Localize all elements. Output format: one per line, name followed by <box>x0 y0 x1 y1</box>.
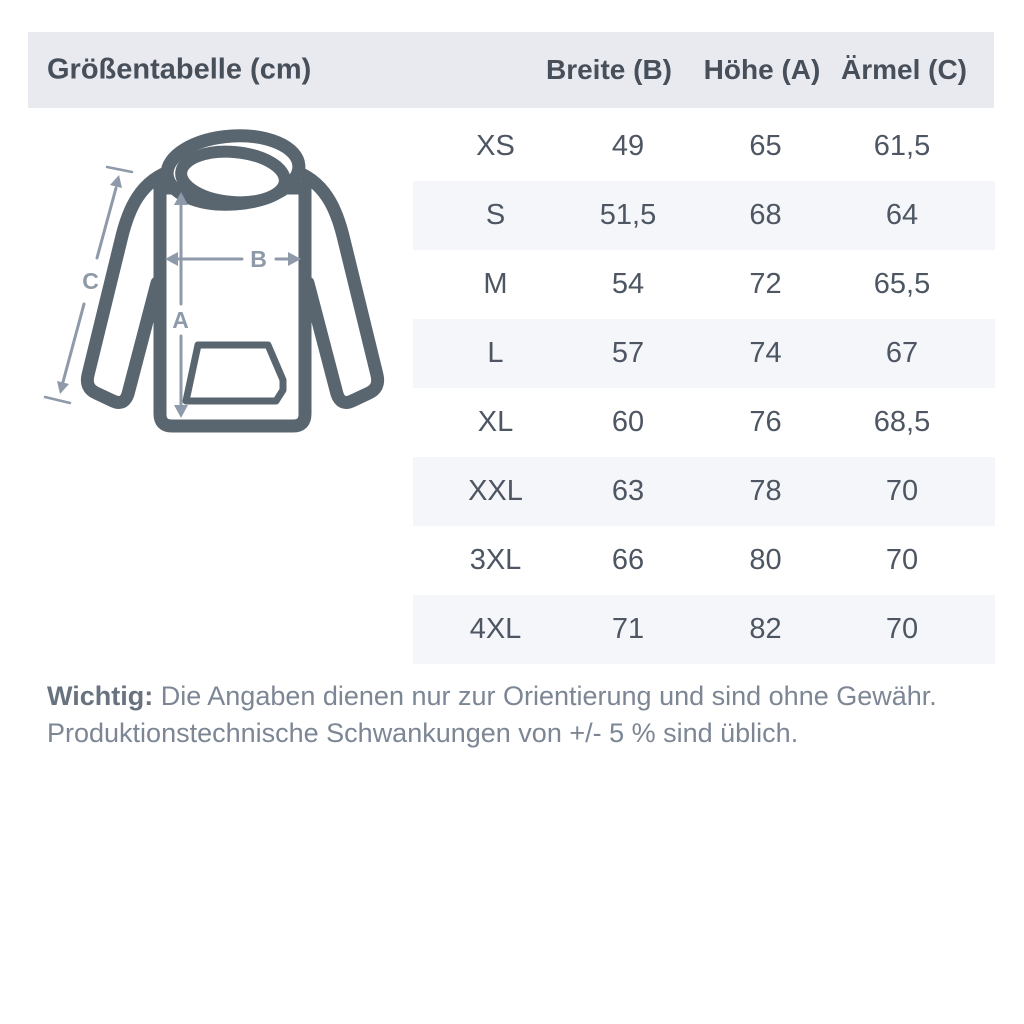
dimension-c-line <box>61 302 86 384</box>
hoodie-right-sleeve <box>284 163 385 409</box>
disclaimer-lead: Wichtig: <box>47 681 154 711</box>
size-cell: XXL <box>468 475 523 507</box>
dimension-label-a: A <box>172 307 190 333</box>
aermel-cell: 67 <box>885 337 919 369</box>
aermel-cell: 61,5 <box>873 130 931 162</box>
chart-title: Größentabelle (cm) <box>47 53 312 86</box>
hoehe-cell: 74 <box>749 337 782 369</box>
arrowhead-c-top-icon <box>110 175 122 188</box>
dimension-c-line <box>95 186 118 260</box>
hoehe-cell: 80 <box>749 544 782 576</box>
arrowhead-left-icon <box>165 252 178 266</box>
dimension-c-tick <box>105 165 134 174</box>
column-header-hoehe: Höhe (A) <box>703 54 821 85</box>
size-table: XS 49 65 61,5 S 51,5 68 64 M 54 72 65,5 … <box>413 112 995 664</box>
dimension-c-tick <box>43 395 72 405</box>
table-row: XXL 63 78 70 <box>413 457 995 526</box>
arrowhead-c-bottom-icon <box>57 381 69 394</box>
hoehe-cell: 65 <box>749 130 782 162</box>
size-cell: XS <box>476 130 515 162</box>
arrowhead-down-icon <box>174 405 188 418</box>
table-row: S 51,5 68 64 <box>413 181 995 250</box>
hoehe-cell: 68 <box>749 199 782 231</box>
breite-cell: 57 <box>611 337 645 369</box>
table-header-bar: Größentabelle (cm) Breite (B) Höhe (A) Ä… <box>28 32 994 108</box>
hoehe-cell: 78 <box>749 475 782 507</box>
size-cell: XL <box>477 406 514 438</box>
column-header-aermel: Ärmel (C) <box>840 54 967 85</box>
table-row: XL 60 76 68,5 <box>413 388 995 457</box>
hoodie-hood-inner <box>175 145 291 209</box>
table-row: 3XL 66 80 70 <box>413 526 995 595</box>
hoodie-pocket <box>182 341 287 405</box>
disclaimer-note: Wichtig: Die Angaben dienen nur zur Orie… <box>47 678 977 752</box>
table-row: XS 49 65 61,5 <box>413 112 995 181</box>
aermel-cell: 70 <box>885 544 919 576</box>
table-row: 4XL 71 82 70 <box>413 595 995 664</box>
aermel-cell: 70 <box>885 613 919 645</box>
dimension-arrowheads <box>57 175 301 418</box>
table-row: M 54 72 65,5 <box>413 250 995 319</box>
size-cell: 3XL <box>469 544 522 576</box>
arrowhead-up-icon <box>174 192 188 205</box>
breite-cell: 71 <box>611 613 645 645</box>
table-row: L 57 74 67 <box>413 319 995 388</box>
dimension-label-b: B <box>250 246 268 272</box>
breite-cell: 60 <box>611 406 645 438</box>
breite-cell: 66 <box>611 544 645 576</box>
arrowhead-right-icon <box>288 252 301 266</box>
breite-cell: 51,5 <box>599 199 657 231</box>
dimension-label-c: C <box>82 268 100 294</box>
size-cell: S <box>485 199 506 231</box>
hoehe-cell: 76 <box>749 406 782 438</box>
aermel-cell: 68,5 <box>873 406 931 438</box>
disclaimer-line-1: Wichtig: Die Angaben dienen nur zur Orie… <box>47 678 977 715</box>
hoodie-left-sleeve <box>80 163 181 409</box>
column-header-breite: Breite (B) <box>545 54 672 85</box>
size-cell: 4XL <box>469 613 522 645</box>
disclaimer-text-1: Die Angaben dienen nur zur Orientierung … <box>160 681 937 711</box>
hoehe-cell: 82 <box>749 613 782 645</box>
aermel-cell: 64 <box>885 199 919 231</box>
hoodie-measurement-diagram: A B C <box>43 129 385 433</box>
aermel-cell: 65,5 <box>873 268 931 300</box>
disclaimer-line-2: Produktionstechnische Schwankungen von +… <box>47 718 799 748</box>
breite-cell: 63 <box>611 475 645 507</box>
breite-cell: 54 <box>611 268 645 300</box>
size-cell: L <box>487 337 504 369</box>
aermel-cell: 70 <box>885 475 919 507</box>
hoehe-cell: 72 <box>749 268 782 300</box>
size-cell: M <box>483 268 508 300</box>
breite-cell: 49 <box>611 130 645 162</box>
